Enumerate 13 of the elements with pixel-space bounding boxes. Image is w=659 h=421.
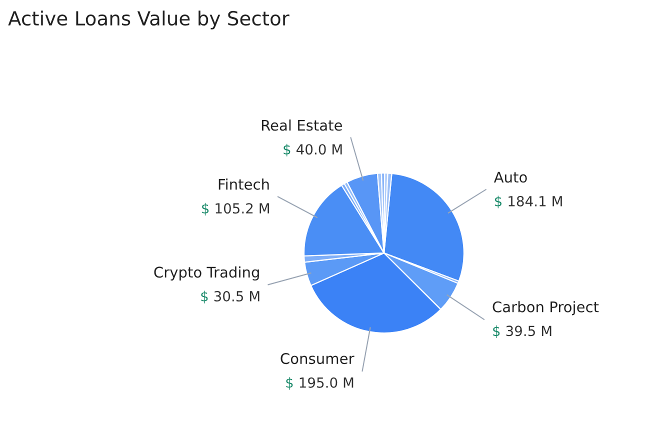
data-label: $ 40.0 M [284, 144, 342, 156]
slice-label: Consumer [280, 353, 354, 364]
slice-label: Carbon Project [492, 301, 599, 316]
chart-title: Active Loans Value by Sector [8, 10, 290, 30]
slice-label: Crypto Trading [154, 266, 259, 281]
slice-label: Fintech [218, 178, 269, 190]
data-label: $ 30.5 M [201, 290, 260, 304]
slice-label: Auto [494, 172, 527, 183]
data-label: $ 184.1 M [494, 196, 562, 208]
data-label: $ 105.2 M [202, 202, 269, 216]
slice-label: Real Estate [262, 120, 342, 131]
data-label: $ 195.0 M [286, 377, 354, 390]
data-label: $ 39.5 M [493, 325, 552, 338]
